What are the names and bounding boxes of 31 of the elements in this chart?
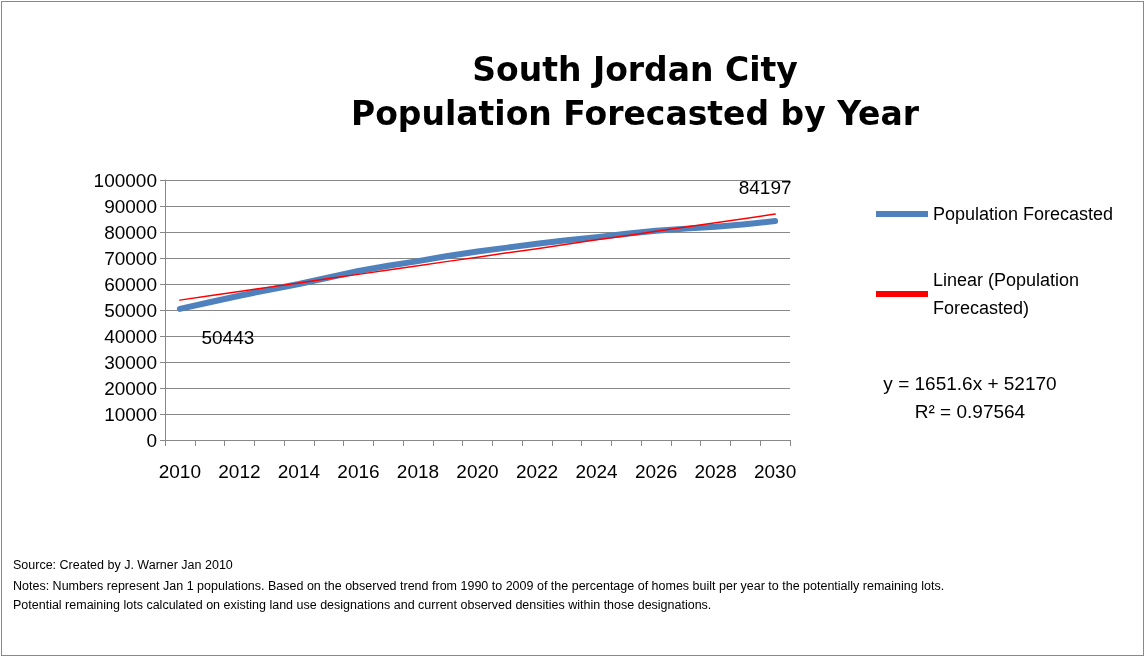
- x-tick-label: 2016: [337, 461, 380, 482]
- text: Notes: Numbers represent Jan 1 populations. Based on the observed trend from 1990 to 2009 of the percentage of homes built per year to the potentially remaining lots. Potential remaining lots calculated on existing land use designations and current observed densities within those designations.: [13, 578, 946, 614]
- y-tick-label: 10000: [104, 403, 157, 425]
- x-tick-label: 2014: [277, 461, 321, 482]
- x-tick-label: 2020: [456, 461, 499, 482]
- y-tick-label: 60000: [104, 273, 157, 295]
- y-tick-label: 0: [146, 429, 157, 451]
- y-tick-label: 40000: [104, 325, 157, 347]
- legend-label: Population Forecasted: [933, 204, 1114, 224]
- x-tick-label: 2026: [634, 461, 678, 482]
- y-tick-label: 50000: [104, 299, 157, 321]
- y-tick-label: 90000: [104, 195, 157, 217]
- data-label: 50443: [201, 326, 255, 348]
- legend-label: Linear (Population Forecasted): [933, 270, 1085, 318]
- x-tick-label: 2012: [218, 461, 261, 482]
- y-tick-label: 100000: [93, 169, 157, 191]
- y-tick-label: 70000: [104, 247, 157, 269]
- x-tick-label: 2030: [753, 461, 797, 482]
- y-tick-label: 20000: [104, 377, 157, 399]
- x-tick-label: 2024: [575, 461, 619, 482]
- chart-title: South Jordan City Population Forecasted by Year: [351, 49, 920, 133]
- text: y = 1651.6x + 52170 R² = 0.97564: [882, 372, 1058, 424]
- x-tick-label: 2010: [158, 461, 202, 482]
- x-tick-label: 2022: [515, 461, 559, 482]
- data-label: 84197: [738, 177, 792, 199]
- y-tick-label: 80000: [104, 221, 157, 243]
- x-tick-label: 2018: [396, 461, 440, 482]
- x-tick-label: 2028: [694, 461, 737, 482]
- y-tick-label: 30000: [104, 351, 157, 373]
- line-series: [179, 213, 776, 301]
- source-note: Source: Created by J. Warner Jan 2010: [13, 558, 233, 572]
